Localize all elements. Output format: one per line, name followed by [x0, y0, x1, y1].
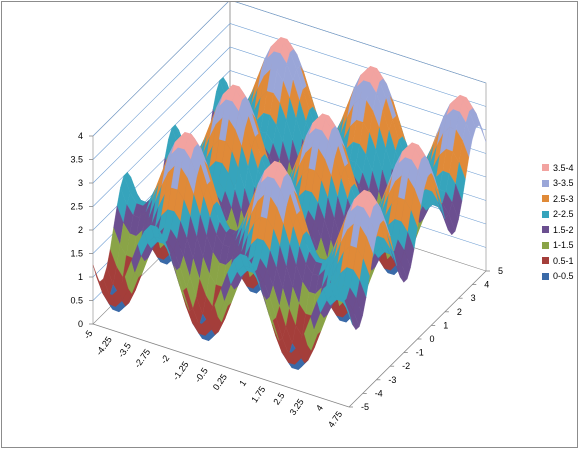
z-tick-label: 4 — [78, 131, 83, 141]
y-tick-label: 4 — [484, 280, 489, 290]
z-tick-label: 0.5 — [70, 296, 83, 306]
gridline — [92, 2, 487, 137]
legend-swatch — [542, 226, 549, 234]
x-tick-label: -4.25 — [94, 335, 114, 358]
legend-label: 0.5-1 — [553, 255, 574, 266]
x-tick-label: -5 — [82, 328, 95, 340]
legend-swatch — [542, 210, 549, 218]
y-tick-label: 1 — [443, 320, 448, 330]
x-tick-label: -3.5 — [116, 341, 133, 359]
legend-item: 2.5-3 — [542, 191, 574, 207]
y-tick-label: 2 — [457, 307, 462, 317]
legend-item: 0-0.5 — [542, 269, 574, 285]
legend-swatch — [542, 257, 549, 265]
gridline — [92, 23, 487, 160]
x-tick-label: -0.5 — [193, 366, 210, 384]
legend-label: 1.5-2 — [553, 224, 574, 235]
x-tick-label: -1.25 — [171, 360, 191, 383]
y-tick-label: -2 — [402, 361, 410, 371]
legend-label: 2-2.5 — [553, 209, 574, 220]
legend-item: 2-2.5 — [542, 207, 574, 223]
x-tick-label: 3.25 — [288, 397, 306, 417]
x-tick-label: 0.25 — [211, 372, 229, 392]
legend-swatch — [542, 272, 549, 280]
z-tick-label: 2.5 — [70, 202, 83, 212]
legend-label: 0-0.5 — [553, 271, 574, 282]
legend-swatch — [542, 164, 549, 172]
x-axis-line — [92, 323, 350, 408]
legend-swatch — [542, 195, 549, 203]
legend-item: 1.5-2 — [542, 222, 574, 238]
legend-label: 2.5-3 — [553, 193, 574, 204]
legend-label: 1-1.5 — [553, 240, 574, 251]
legend-item: 3-3.5 — [542, 176, 574, 192]
legend-item: 1-1.5 — [542, 238, 574, 254]
x-tick-label: 4 — [314, 403, 325, 413]
x-tick-label: 4.75 — [326, 409, 344, 429]
legend-label: 3.5-4 — [553, 162, 574, 173]
z-tick-label: 2 — [78, 225, 83, 235]
y-tick-label: 3 — [471, 293, 476, 303]
x-tick-label: 1 — [237, 378, 248, 388]
legend-item: 3.5-4 — [542, 160, 574, 176]
legend-swatch — [542, 241, 549, 249]
z-tick-label: 1.5 — [70, 249, 83, 259]
z-tick-label: 0 — [78, 319, 83, 329]
z-tick-label: 3 — [78, 178, 83, 188]
legend-label: 3-3.5 — [553, 178, 574, 189]
legend-swatch — [542, 179, 549, 187]
legend-item: 0.5-1 — [542, 253, 574, 269]
x-tick-label: 1.75 — [249, 384, 267, 404]
surface-facet — [342, 295, 353, 325]
y-tick-label: -4 — [375, 388, 383, 398]
x-tick-label: 2.5 — [271, 391, 286, 407]
legend: 3.5-4 3-3.5 2.5-3 2-2.5 1.5-2 1-1.5 0.5-1 0-0.5 — [542, 160, 574, 284]
y-tick-label: -5 — [361, 402, 369, 412]
z-tick-label: 3.5 — [70, 155, 83, 165]
surface-facet — [92, 264, 103, 294]
z-tick-label: 1 — [78, 272, 83, 282]
y-tick-label: 5 — [498, 266, 503, 276]
y-tick-label: -1 — [416, 348, 424, 358]
gridline — [92, 46, 487, 184]
x-tick-label: -2.75 — [132, 347, 152, 370]
y-tick-label: -3 — [388, 375, 396, 385]
x-tick-label: -2 — [159, 353, 172, 365]
y-tick-label: 0 — [430, 334, 435, 344]
